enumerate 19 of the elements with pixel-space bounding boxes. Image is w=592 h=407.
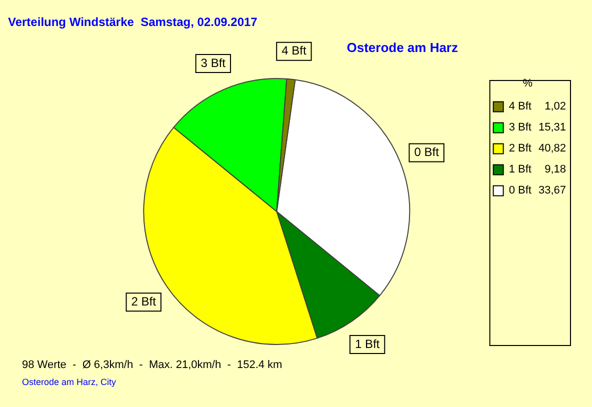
chart-subtitle: Osterode am Harz — [346, 40, 458, 55]
chart-title: Verteilung Windstärke Samstag, 02.09.2017 — [8, 15, 258, 29]
data-label: 1,02 — [544, 100, 566, 113]
text: Osterode am Harz, City — [22, 377, 117, 387]
data-label: 15,31 — [538, 122, 566, 134]
legend-label: 0 Bft — [508, 184, 532, 197]
legend-label: 2 Bft — [508, 142, 532, 155]
data-label: 9,18 — [544, 164, 566, 176]
slice-label: 2 Bft — [131, 294, 157, 308]
legend-label: 1 Bft — [508, 164, 532, 176]
legend-label: 3 Bft — [508, 122, 532, 134]
slice-label: 0 Bft — [414, 145, 440, 160]
data-label: 40,82 — [538, 142, 566, 155]
slice-label: 4 Bft — [282, 44, 307, 58]
slice-label: 1 Bft — [354, 336, 380, 351]
text: 98 Werte - Ø 6,3km/h - Max. 21,0km/h - 152.4 km — [22, 359, 282, 371]
data-label: 33,67 — [538, 184, 566, 197]
legend-label: 4 Bft — [508, 100, 532, 113]
slice-label: 3 Bft — [200, 56, 226, 70]
